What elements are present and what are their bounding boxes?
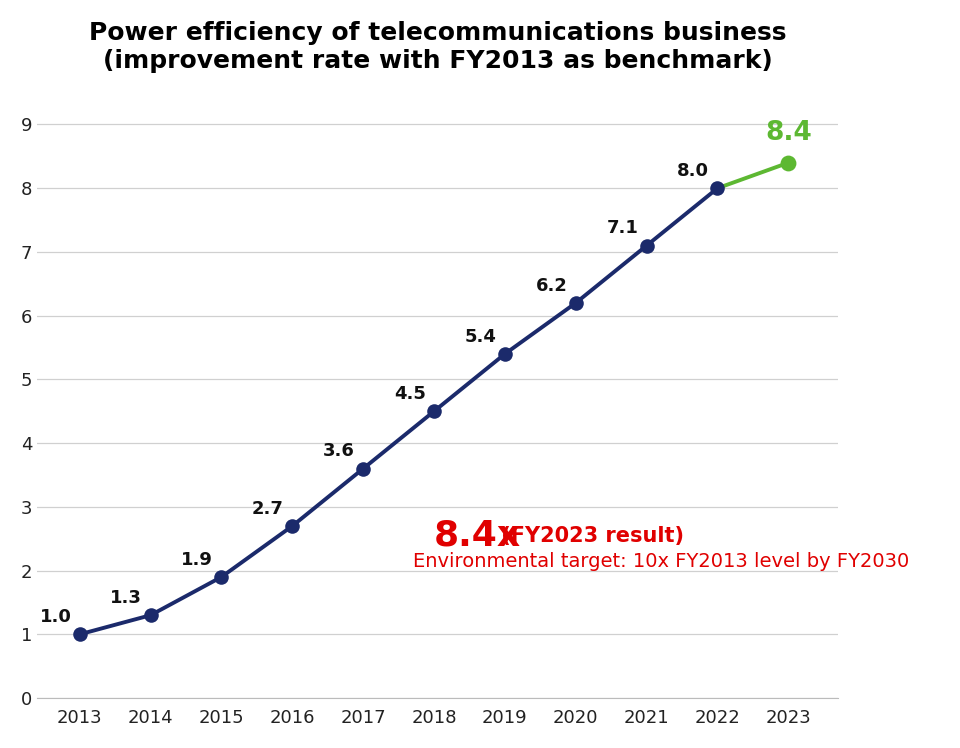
Title: Power efficiency of telecommunications business
(improvement rate with FY2013 as: Power efficiency of telecommunications b… [89, 21, 786, 73]
Point [143, 609, 158, 621]
Point [426, 405, 442, 417]
Text: 1.0: 1.0 [39, 608, 71, 626]
Text: 3.6: 3.6 [323, 442, 355, 460]
Text: 8.4: 8.4 [765, 120, 812, 146]
Point [72, 628, 87, 640]
Point [355, 463, 371, 475]
Point [780, 157, 796, 169]
Text: Environmental target: 10x FY2013 level by FY2030: Environmental target: 10x FY2013 level b… [413, 551, 909, 571]
Point [497, 348, 513, 360]
Point [709, 183, 725, 194]
Point [639, 239, 655, 251]
Point [214, 571, 229, 583]
Text: 8.0: 8.0 [677, 162, 709, 180]
Text: 8.4x: 8.4x [434, 518, 521, 553]
Point [568, 297, 584, 309]
Text: 7.1: 7.1 [607, 219, 638, 237]
Text: (FY2023 result): (FY2023 result) [494, 526, 684, 545]
Text: 4.5: 4.5 [394, 385, 425, 403]
Text: 2.7: 2.7 [252, 500, 284, 518]
Text: 1.3: 1.3 [110, 589, 142, 607]
Text: 5.4: 5.4 [465, 328, 496, 346]
Point [284, 520, 300, 532]
Text: 6.2: 6.2 [536, 277, 567, 295]
Text: 1.9: 1.9 [181, 551, 213, 568]
